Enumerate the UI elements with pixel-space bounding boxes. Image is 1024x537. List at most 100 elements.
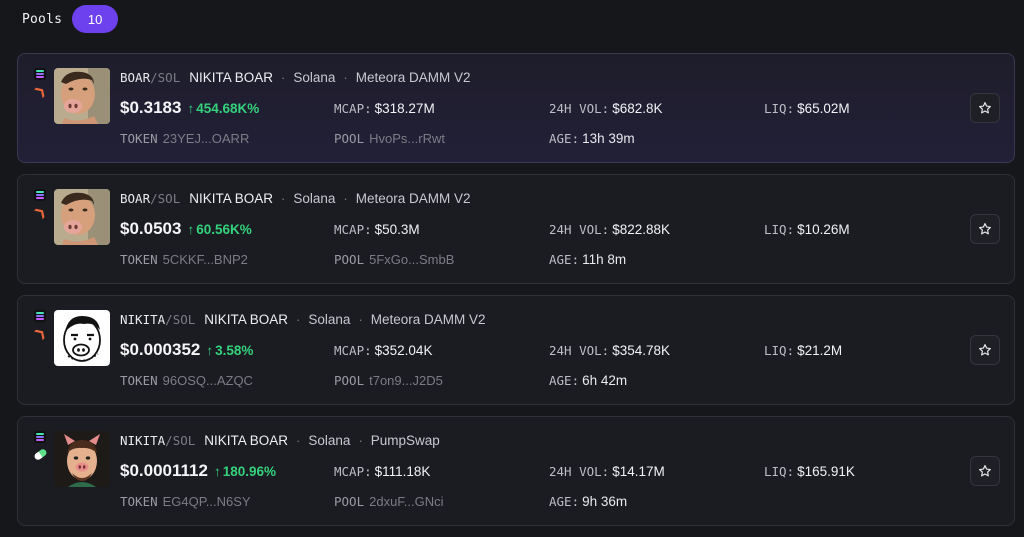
- mcap-label: MCAP:: [334, 463, 372, 479]
- pool-address-label: POOL: [334, 130, 365, 146]
- volume-value: $822.88K: [612, 221, 671, 237]
- volume-stat: 24H VOL: $14.17M: [549, 461, 665, 481]
- token-address-value[interactable]: EG4QP...N6SY: [162, 493, 251, 509]
- mcap-label: MCAP:: [334, 100, 372, 116]
- price-change-value: 60.56K%: [196, 221, 252, 237]
- age-row: AGE: 6h 42m: [549, 371, 627, 389]
- price-block: $0.0001112 ↑ 180.96%: [120, 461, 276, 481]
- pools-header: Pools 10: [22, 5, 119, 33]
- token-address-value[interactable]: 23YEJ...OARR: [162, 130, 250, 146]
- arrow-up-icon: ↑: [187, 100, 195, 116]
- token-name: NIKITA BOAR: [189, 190, 273, 206]
- pool-address-row[interactable]: POOL 2dxuF...GNci: [334, 492, 444, 510]
- token-avatar: [54, 431, 110, 487]
- liquidity-stat: LIQ: $21.2M: [764, 340, 842, 360]
- age-label: AGE:: [549, 493, 580, 509]
- price-change-value: 3.58%: [215, 342, 254, 358]
- pool-address-value[interactable]: t7on9...J2D5: [369, 372, 443, 388]
- price-block: $0.0503 ↑ 60.56K%: [120, 219, 252, 239]
- pool-address-value[interactable]: HvoPs...rRwt: [369, 130, 445, 146]
- pool-card-1[interactable]: ❯ BOAR / SOL NIKITA BOAR · Solana · Meteor…: [17, 53, 1015, 163]
- pair-separator: /: [150, 190, 158, 206]
- pool-address-label: POOL: [334, 372, 365, 388]
- volume-label: 24H VOL:: [549, 100, 610, 116]
- token-avatar: [54, 310, 110, 366]
- mcap-stat: MCAP: $50.3M: [334, 219, 420, 239]
- pool-address-row[interactable]: POOL HvoPs...rRwt: [334, 129, 445, 147]
- pool-address-value[interactable]: 5FxGo...SmbB: [369, 251, 455, 267]
- price-value: $0.0001112: [120, 461, 208, 480]
- pools-count-badge: 10: [72, 5, 119, 33]
- mcap-value: $352.04K: [374, 342, 433, 358]
- token-address-row[interactable]: TOKEN 5CKKF...BNP2: [120, 250, 248, 268]
- price-change-value: 180.96%: [222, 463, 276, 479]
- chain-icons: ❯: [31, 68, 49, 100]
- chain-name: Solana: [293, 190, 336, 206]
- mcap-value: $318.27M: [374, 100, 435, 116]
- separator-dot: ·: [296, 432, 301, 448]
- price-value: $0.3183: [120, 98, 182, 117]
- price-change: ↑ 3.58%: [206, 343, 253, 358]
- solana-icon: [34, 189, 46, 201]
- pool-address-row[interactable]: POOL 5FxGo...SmbB: [334, 250, 454, 268]
- token-address-label: TOKEN: [120, 130, 158, 146]
- mcap-label: MCAP:: [334, 221, 372, 237]
- age-value: 9h 36m: [582, 493, 628, 509]
- pool-card-4[interactable]: NIKITA / SOL NIKITA BOAR · Solana · PumpSw…: [17, 416, 1015, 526]
- pumpswap-icon: [33, 447, 48, 462]
- pig-face-portrait: [54, 189, 110, 245]
- chain-icons: ❯: [31, 189, 49, 221]
- dex-name: Meteora DAMM V2: [355, 69, 471, 85]
- token-address-row[interactable]: TOKEN EG4QP...N6SY: [120, 492, 251, 510]
- mcap-value: $111.18K: [374, 463, 431, 479]
- pool-card-2[interactable]: ❯ BOAR / SOL NIKITA BOAR · Solana · Meteor…: [17, 174, 1015, 284]
- solana-icon: [34, 68, 46, 80]
- chain-name: Solana: [308, 432, 351, 448]
- mcap-stat: MCAP: $352.04K: [334, 340, 432, 360]
- pool-card-3[interactable]: ❯ NIKITA / SOL NIKITA BOAR · Solana · Mete…: [17, 295, 1015, 405]
- favorite-star-button[interactable]: [970, 456, 1000, 486]
- age-label: AGE:: [549, 251, 580, 267]
- favorite-star-button[interactable]: [970, 214, 1000, 244]
- price-change: ↑ 180.96%: [214, 464, 276, 479]
- age-value: 6h 42m: [582, 372, 628, 388]
- token-address-label: TOKEN: [120, 372, 158, 388]
- token-address-value[interactable]: 96OSQ...AZQC: [162, 372, 253, 388]
- volume-stat: 24H VOL: $682.8K: [549, 98, 663, 118]
- liquidity-value: $165.91K: [797, 463, 855, 479]
- separator-dot: ·: [281, 190, 286, 206]
- mcap-stat: MCAP: $318.27M: [334, 98, 435, 118]
- pair-separator: /: [150, 69, 158, 85]
- mcap-value: $50.3M: [374, 221, 420, 237]
- pair-base: BOAR: [120, 69, 151, 85]
- favorite-star-button[interactable]: [970, 335, 1000, 365]
- meteora-icon: ❯: [31, 324, 49, 342]
- token-address-row[interactable]: TOKEN 96OSQ...AZQC: [120, 371, 253, 389]
- token-name: NIKITA BOAR: [204, 311, 289, 327]
- chain-name: Solana: [293, 69, 336, 85]
- favorite-star-button[interactable]: [970, 93, 1000, 123]
- mcap-label: MCAP:: [334, 342, 372, 358]
- liquidity-label: LIQ:: [764, 100, 795, 116]
- price-block: $0.000352 ↑ 3.58%: [120, 340, 253, 360]
- pool-address-label: POOL: [334, 251, 365, 267]
- pair-base: NIKITA: [120, 432, 166, 448]
- separator-dot: ·: [358, 311, 363, 327]
- pair-quote: SOL: [157, 69, 181, 85]
- pair-line: BOAR / SOL NIKITA BOAR · Solana · Meteora …: [120, 189, 471, 207]
- dex-name: PumpSwap: [370, 432, 440, 448]
- volume-stat: 24H VOL: $822.88K: [549, 219, 670, 239]
- solana-icon: [34, 431, 46, 443]
- pool-address-label: POOL: [334, 493, 365, 509]
- token-avatar: [54, 68, 110, 124]
- token-address-value[interactable]: 5CKKF...BNP2: [162, 251, 248, 267]
- token-name: NIKITA BOAR: [204, 432, 289, 448]
- pool-address-value[interactable]: 2dxuF...GNci: [369, 493, 444, 509]
- pool-address-row[interactable]: POOL t7on9...J2D5: [334, 371, 443, 389]
- pair-quote: SOL: [157, 190, 181, 206]
- age-label: AGE:: [549, 130, 580, 146]
- pair-line: NIKITA / SOL NIKITA BOAR · Solana · PumpSw…: [120, 431, 440, 449]
- token-address-row[interactable]: TOKEN 23YEJ...OARR: [120, 129, 249, 147]
- star-icon: [979, 102, 991, 114]
- price-change-value: 454.68K%: [196, 100, 260, 116]
